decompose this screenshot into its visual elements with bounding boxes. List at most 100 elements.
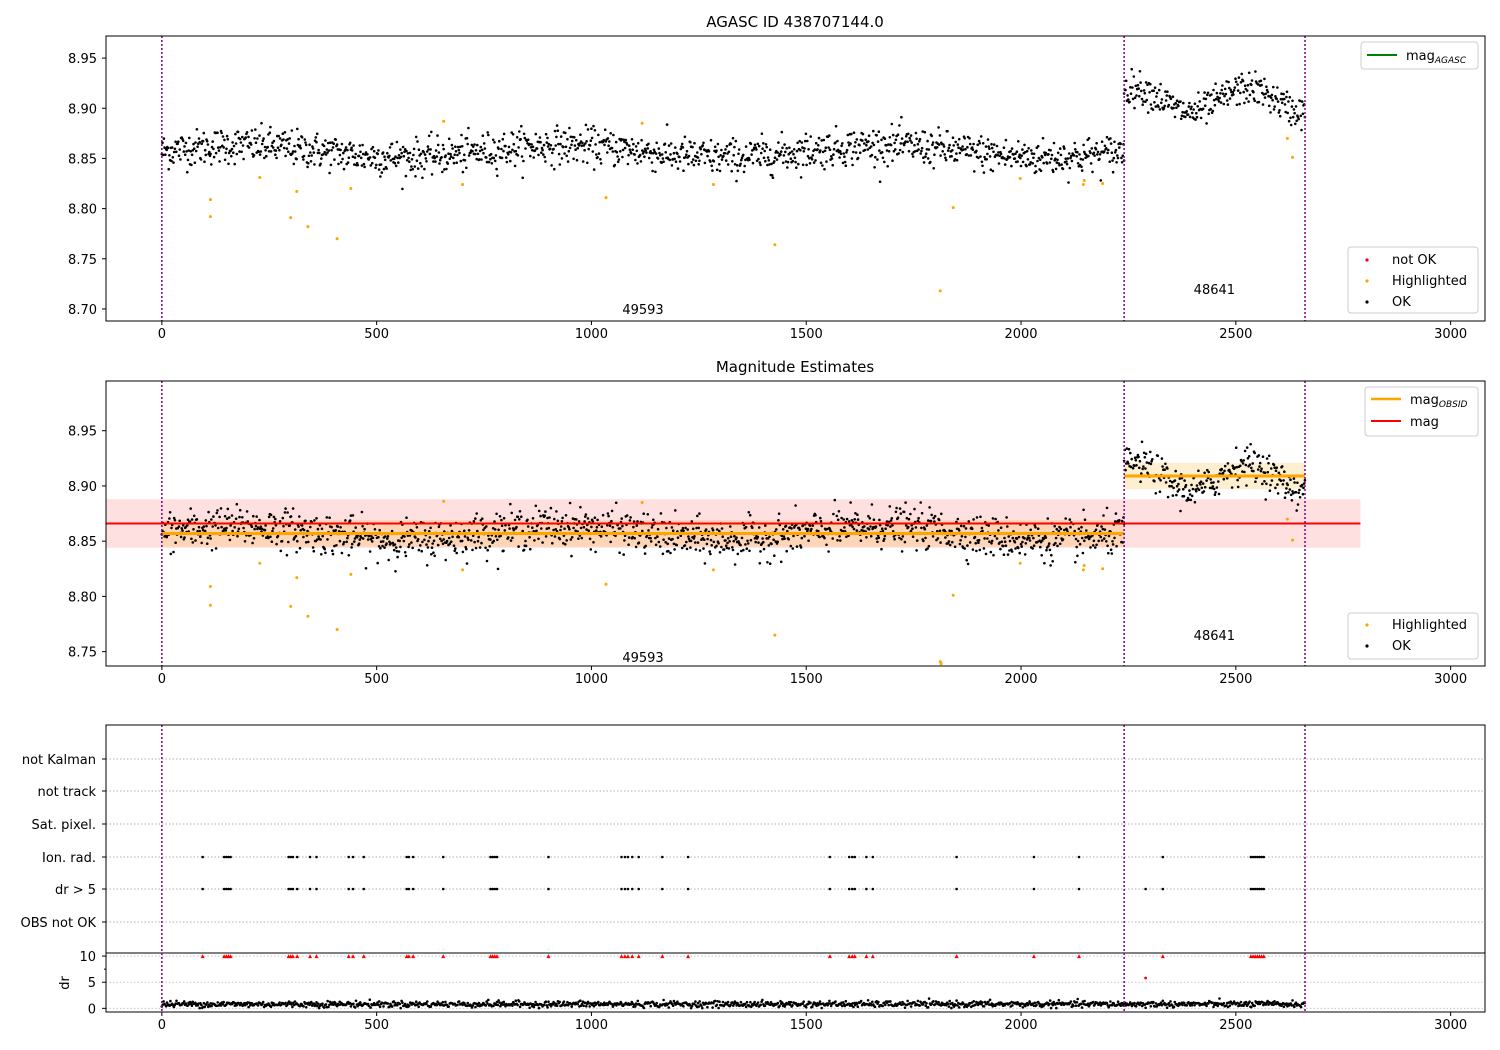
ok-point — [633, 153, 636, 156]
ok-point — [597, 152, 601, 155]
ok-point — [998, 154, 1001, 158]
ok-point — [930, 134, 933, 138]
ok-point — [1007, 535, 1010, 538]
ok-point — [1296, 503, 1300, 506]
ok-point — [606, 137, 610, 140]
dr-point — [1167, 1002, 1171, 1005]
ok-point — [595, 529, 598, 532]
ok-point — [918, 137, 922, 141]
dr-clipped-marker — [346, 954, 351, 959]
ok-point — [270, 540, 274, 543]
ok-point — [383, 155, 386, 158]
ok-point — [1080, 169, 1084, 172]
ok-point — [749, 142, 753, 146]
ok-point — [356, 163, 360, 167]
flag-event-point — [955, 855, 958, 859]
ok-point — [381, 151, 385, 154]
dr-point — [1130, 1004, 1134, 1008]
ok-point — [578, 534, 582, 537]
ok-point — [691, 145, 694, 149]
dr-point — [269, 1005, 273, 1009]
ok-point — [571, 517, 575, 520]
ok-point — [1153, 101, 1156, 104]
ok-point — [819, 520, 823, 523]
ok-point — [1126, 94, 1129, 97]
ok-point — [516, 515, 520, 519]
ok-point — [331, 552, 335, 556]
ok-point — [1251, 462, 1254, 465]
ok-point — [1118, 146, 1121, 149]
dr-y-tick-label: 10 — [79, 950, 96, 965]
dr-clipped-marker — [1031, 954, 1036, 959]
ok-point — [272, 139, 276, 143]
ok-point — [660, 161, 663, 164]
ok-point — [734, 139, 738, 143]
ok-point — [1092, 539, 1096, 543]
ok-point — [999, 152, 1003, 156]
ok-point — [1194, 118, 1197, 121]
ok-point — [289, 515, 293, 518]
ok-point — [1089, 546, 1092, 549]
flag-event-point — [871, 887, 875, 891]
ok-point — [1278, 114, 1282, 118]
ok-point — [584, 513, 588, 516]
ok-point — [250, 129, 254, 132]
ok-point — [1184, 115, 1187, 119]
ok-point — [931, 143, 934, 147]
ok-point — [350, 546, 353, 549]
ok-point — [1094, 546, 1097, 549]
ok-point — [575, 138, 578, 142]
ok-point — [1116, 156, 1120, 160]
ok-point — [255, 515, 258, 518]
ok-point — [541, 148, 544, 152]
ok-point — [370, 161, 374, 165]
flag-event-point — [224, 855, 228, 859]
ok-point — [170, 146, 174, 149]
ok-point — [779, 150, 783, 153]
dr-point — [324, 1003, 328, 1006]
ok-point — [607, 144, 610, 147]
ok-point — [252, 154, 256, 157]
ok-point — [1145, 98, 1149, 102]
ok-point — [610, 519, 613, 523]
ok-point — [740, 156, 744, 160]
ok-point — [1114, 148, 1118, 152]
ok-point — [654, 170, 657, 174]
ok-point — [433, 554, 437, 558]
ok-point — [432, 160, 435, 163]
ok-point — [866, 148, 870, 151]
ok-point — [585, 140, 588, 143]
ok-point — [1138, 94, 1141, 98]
ok-point — [405, 149, 408, 153]
ok-point — [947, 146, 951, 150]
ok-point — [715, 544, 718, 548]
ok-point — [603, 128, 607, 131]
ok-point — [471, 534, 475, 537]
dr-clipped-marker — [686, 954, 691, 959]
ok-point — [781, 146, 784, 150]
flag-event-point — [1249, 887, 1253, 891]
ok-point — [262, 137, 265, 140]
ok-point — [850, 132, 853, 136]
ok-point — [977, 156, 980, 160]
ok-point — [471, 145, 475, 148]
ok-point — [872, 129, 875, 133]
ok-point — [210, 145, 214, 149]
ok-point — [509, 151, 513, 154]
ok-point — [885, 149, 889, 152]
ok-point — [480, 541, 483, 545]
ok-point — [317, 148, 320, 152]
highlighted-point — [1291, 538, 1295, 542]
flag-event-point — [491, 855, 494, 859]
ok-point — [894, 510, 898, 514]
ok-point — [956, 143, 960, 146]
dr-point — [1060, 1003, 1063, 1007]
ok-point — [983, 537, 986, 540]
ok-point — [621, 155, 624, 159]
ok-point — [707, 150, 711, 153]
ok-point — [806, 529, 809, 533]
ok-point — [1273, 105, 1276, 108]
ok-point — [224, 529, 228, 532]
ok-point — [1045, 548, 1048, 552]
ok-point — [947, 540, 951, 543]
